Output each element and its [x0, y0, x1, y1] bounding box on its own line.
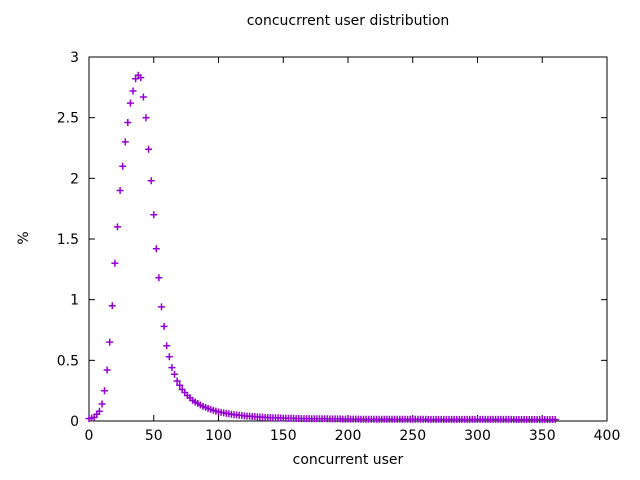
data-points	[85, 71, 559, 423]
x-axis-label: concurrent user	[292, 452, 404, 468]
y-tick-label: 1.5	[57, 232, 79, 248]
x-tick-label: 400	[594, 428, 621, 444]
y-tick-label: 3	[70, 50, 79, 66]
y-tick-label: 2	[70, 171, 79, 187]
y-axis-label: %	[16, 231, 32, 245]
chart-title: concucrrent user distribution	[246, 13, 450, 29]
y-tick-label: 2.5	[57, 111, 79, 127]
plot-frame	[88, 56, 608, 422]
x-tick-label: 100	[205, 428, 232, 444]
x-tick-label: 300	[464, 428, 491, 444]
x-tick-label: 250	[399, 428, 426, 444]
y-tick-label: 0	[70, 414, 79, 430]
x-tick-label: 200	[335, 428, 362, 444]
x-tick-label: 150	[270, 428, 297, 444]
x-tick-label: 350	[529, 428, 556, 444]
y-tick-label: 0.5	[57, 353, 79, 369]
y-tick-label: 1	[70, 293, 79, 309]
x-tick-label: 0	[85, 428, 94, 444]
x-tick-label: 50	[145, 428, 163, 444]
